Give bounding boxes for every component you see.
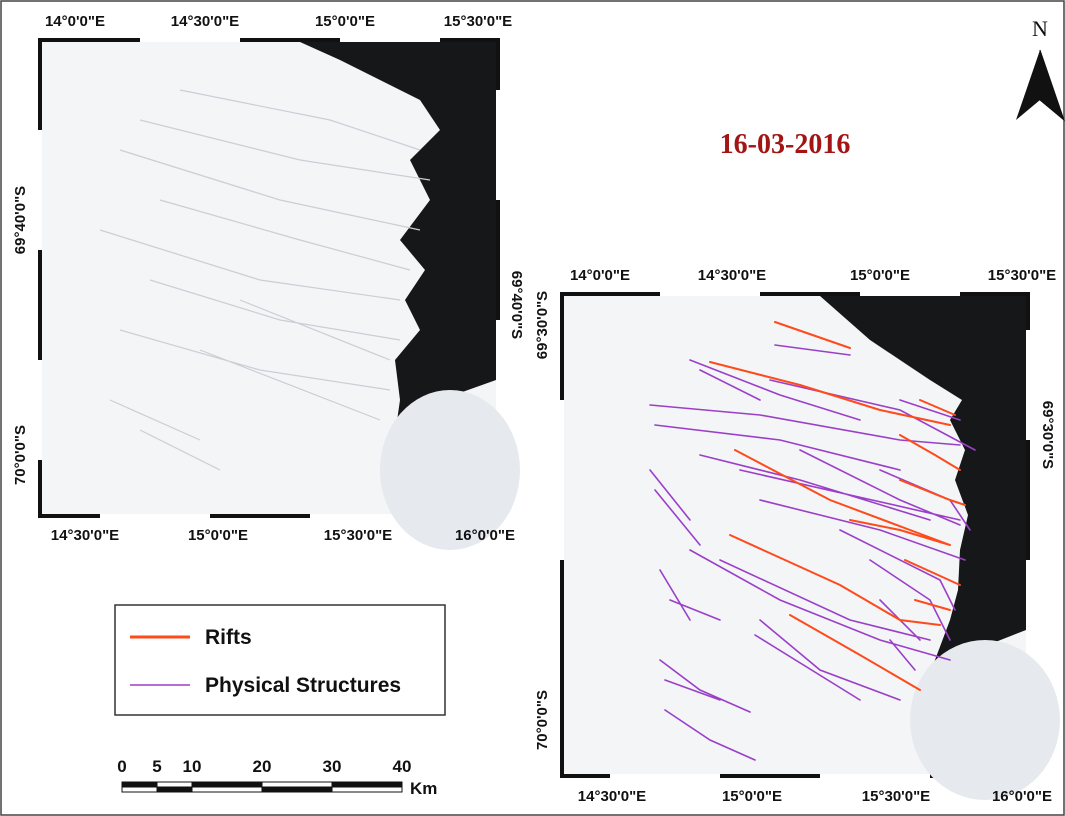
lon-label: 15°30'0"E [444, 13, 512, 30]
scale-label: 40 [393, 757, 412, 776]
legend-label: Physical Structures [205, 674, 401, 697]
legend-box [115, 605, 445, 715]
frame-tick [496, 90, 500, 200]
lat-label: 70°0'0"S [12, 425, 29, 485]
frame-tick [100, 514, 210, 518]
frame-tick [660, 292, 760, 296]
lon-label: 14°30'0"E [51, 527, 119, 544]
lon-label: 15°30'0"E [324, 527, 392, 544]
frame-tick [340, 38, 440, 42]
scale-label: 0 [117, 757, 126, 776]
frame-tick [38, 360, 42, 460]
lon-label: 15°0'0"E [188, 527, 248, 544]
scale-unit: Km [410, 779, 437, 798]
scale-label: 10 [183, 757, 202, 776]
scale-label: 20 [253, 757, 272, 776]
scale-segment [192, 787, 262, 792]
frame-tick [860, 292, 960, 296]
frame-tick [140, 38, 240, 42]
frame-tick [610, 774, 720, 778]
scale-segment [332, 787, 402, 792]
frame-tick [1026, 330, 1030, 440]
lat-label: 70°0'0"S [534, 690, 551, 750]
frame-tick [560, 400, 564, 560]
sea-ice [910, 640, 1060, 800]
lon-label: 15°30'0"E [988, 267, 1056, 284]
frame-tick [820, 774, 930, 778]
scale-segment [332, 782, 402, 787]
lat-label: 69°40'0"S [508, 271, 525, 339]
lon-label: 14°0'0"E [45, 13, 105, 30]
scale-segment [122, 787, 157, 792]
lon-label: 15°0'0"E [722, 788, 782, 805]
lat-label: 69°30'0"S [1039, 401, 1056, 469]
scale-segment [262, 782, 332, 787]
frame-tick [38, 130, 42, 250]
lon-label: 15°30'0"E [862, 788, 930, 805]
lon-label: 14°30'0"E [578, 788, 646, 805]
scale-segment [122, 782, 157, 787]
scale-segment [262, 787, 332, 792]
left-map [38, 38, 520, 550]
legend-label: Rifts [205, 626, 252, 649]
lon-label: 14°0'0"E [570, 267, 630, 284]
lon-label: 16°0'0"E [455, 527, 515, 544]
lon-label: 14°30'0"E [698, 267, 766, 284]
north-label: N [1032, 16, 1048, 41]
lon-label: 14°30'0"E [171, 13, 239, 30]
lon-label: 15°0'0"E [315, 13, 375, 30]
lat-label: 69°30'0"S [534, 291, 551, 359]
scale-label: 5 [152, 757, 161, 776]
figure: 14°0'0"E 14°30'0"E 15°0'0"E 15°30'0"E 14… [0, 0, 1065, 816]
scale-segment [157, 782, 192, 787]
date-title: 16-03-2016 [720, 129, 851, 160]
lon-label: 16°0'0"E [992, 788, 1052, 805]
scale-segment [157, 787, 192, 792]
lon-label: 15°0'0"E [850, 267, 910, 284]
lat-label: 69°40'0"S [12, 186, 29, 254]
scale-label: 30 [323, 757, 342, 776]
right-map [560, 292, 1060, 800]
sea-ice [380, 390, 520, 550]
scale-segment [192, 782, 262, 787]
